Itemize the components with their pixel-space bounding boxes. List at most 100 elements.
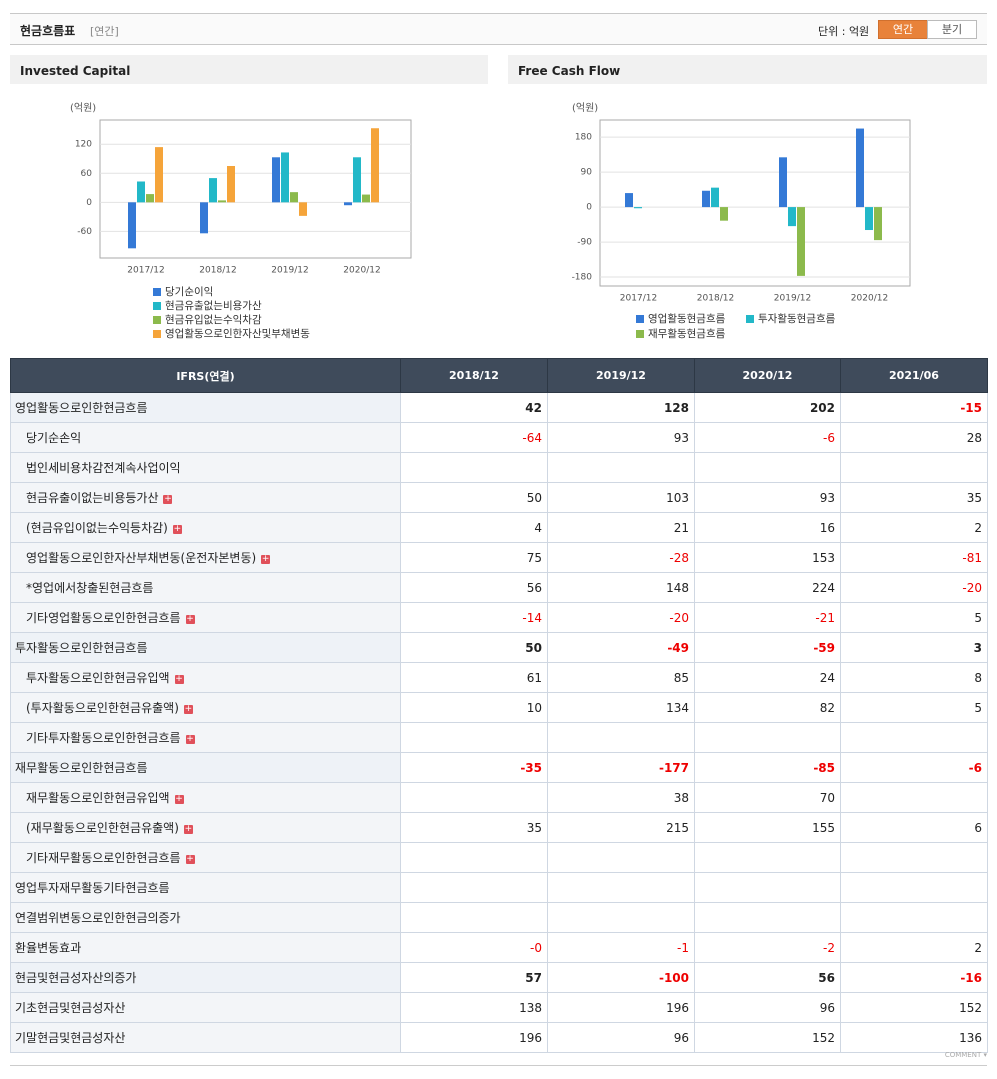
value-cell: 56: [400, 572, 548, 603]
value-cell: -6: [694, 422, 841, 453]
value-cell: [547, 722, 695, 753]
value-cell: [840, 452, 988, 483]
comment-link[interactable]: COMMENT: [944, 1051, 982, 1059]
expand-icon[interactable]: +: [183, 824, 193, 834]
value-cell: 21: [547, 512, 695, 543]
table-row: 재무활동으로인한현금유입액 +38 70: [10, 782, 988, 813]
value-cell: 10: [400, 692, 548, 723]
value-cell: 85: [547, 662, 695, 693]
expand-icon[interactable]: +: [163, 494, 173, 504]
row-label-cell: 기타영업활동으로인한현금흐름 +: [10, 602, 401, 633]
x-tick-label: 2017/12: [127, 266, 164, 276]
expand-icon[interactable]: +: [261, 554, 271, 564]
bar: [299, 202, 307, 216]
legend-swatch: [636, 315, 644, 323]
table-row: 현금유출이없는비용등가산 +50 103 93 35: [10, 482, 988, 513]
x-tick-label: 2020/12: [851, 294, 888, 304]
footer: COMMENT ▾: [10, 1051, 987, 1066]
y-tick-label: 90: [581, 168, 593, 178]
value-cell: -14: [400, 602, 548, 633]
column-header: 2019/12: [547, 358, 695, 393]
chart: (억원) -180 -90 0 90 180 2017/12 2018/12 2019/12 20…: [572, 102, 911, 340]
value-cell: 148: [547, 572, 695, 603]
value-cell: -49: [547, 632, 695, 663]
y-tick-label: -60: [77, 227, 92, 237]
expand-icon[interactable]: +: [183, 704, 193, 714]
table-row: 기말현금및현금성자산 196 96 152 136: [10, 1022, 988, 1053]
row-label-cell: 환율변동효과: [10, 932, 401, 963]
row-label-cell: 재무활동으로인한현금흐름: [10, 752, 401, 783]
expand-icon[interactable]: +: [185, 854, 195, 864]
value-cell: [547, 872, 695, 903]
chart-title: Free Cash Flow: [508, 55, 987, 84]
expand-icon[interactable]: +: [174, 674, 184, 684]
table-row: 기초현금및현금성자산 138 196 96 152: [10, 992, 988, 1023]
value-cell: [400, 872, 548, 903]
value-cell: -35: [400, 752, 548, 783]
legend-swatch: [636, 330, 644, 338]
row-label-cell: 당기순손익: [10, 422, 401, 453]
value-cell: 24: [694, 662, 841, 693]
chart-title: Invested Capital: [10, 55, 488, 84]
row-label: 법인세비용차감전계속사업이익: [26, 461, 181, 475]
value-cell: 5: [840, 602, 988, 633]
row-label: 현금유출이없는비용등가산: [26, 491, 159, 505]
bar: [634, 207, 642, 209]
legend-label: 영업활동으로인한자산및부채변동: [165, 327, 310, 340]
bar: [290, 192, 298, 203]
value-cell: 8: [840, 662, 988, 693]
table-row: 법인세비용차감전계속사업이익: [10, 452, 988, 483]
bar: [371, 128, 379, 203]
row-label-cell: 기타재무활동으로인한현금흐름 +: [10, 842, 401, 873]
expand-icon[interactable]: +: [172, 524, 182, 534]
row-label: 투자활동으로인한현금유입액: [26, 671, 170, 685]
row-label-cell: (투자활동으로인한현금유출액) +: [10, 692, 401, 723]
bar: [702, 190, 710, 208]
row-label-cell: 법인세비용차감전계속사업이익: [10, 452, 401, 483]
value-cell: 136: [840, 1022, 988, 1053]
row-label: 재무활동으로인한현금흐름: [15, 761, 148, 775]
row-label: 연결범위변동으로인한현금의증가: [15, 911, 181, 925]
table-row: (투자활동으로인한현금유출액) +10 134 82 5: [10, 692, 988, 723]
expand-icon[interactable]: +: [174, 794, 184, 804]
row-label: 기타영업활동으로인한현금흐름: [26, 611, 181, 625]
x-tick-label: 2018/12: [199, 266, 236, 276]
bar: [227, 166, 235, 203]
bar: [711, 187, 719, 208]
row-label-cell: 영업활동으로인한현금흐름: [10, 392, 401, 423]
expand-icon[interactable]: +: [185, 614, 195, 624]
bar: [281, 152, 289, 203]
table-row: 영업투자재무활동기타현금흐름: [10, 872, 988, 903]
y-tick-label: -180: [572, 273, 593, 283]
chart-panel: Free Cash Flow (억원) -180 -90 0 90 180 2017/12 2…: [508, 55, 987, 355]
y-tick-label: 0: [86, 198, 92, 208]
value-cell: [400, 842, 548, 873]
bar: [128, 202, 136, 249]
period-label: [연간]: [90, 25, 119, 38]
row-label-cell: 영업활동으로인한자산부채변동(운전자본변동) +: [10, 542, 401, 573]
row-label-cell: 현금유출이없는비용등가산 +: [10, 482, 401, 513]
table-row: 기타투자활동으로인한현금흐름 +: [10, 722, 988, 753]
value-cell: 224: [694, 572, 841, 603]
value-cell: 3: [840, 632, 988, 663]
table-row: (현금유입이없는수익등차감) +4 21 16 2: [10, 512, 988, 543]
expand-icon[interactable]: +: [185, 734, 195, 744]
value-cell: 38: [547, 782, 695, 813]
value-cell: 56: [694, 962, 841, 993]
y-tick-label: 120: [75, 140, 92, 150]
value-cell: 138: [400, 992, 548, 1023]
value-cell: [694, 842, 841, 873]
value-cell: -16: [840, 962, 988, 993]
y-tick-label: 0: [586, 203, 592, 213]
value-cell: -0: [400, 932, 548, 963]
table-row: 연결범위변동으로인한현금의증가: [10, 902, 988, 933]
bar: [353, 157, 361, 203]
value-cell: 103: [547, 482, 695, 513]
table-row: 투자활동으로인한현금흐름 50 -49 -59 3: [10, 632, 988, 663]
value-cell: 35: [840, 482, 988, 513]
quarter-button[interactable]: 분기: [927, 20, 977, 39]
value-cell: -2: [694, 932, 841, 963]
column-header: 2018/12: [400, 358, 548, 393]
annual-button[interactable]: 연간: [878, 20, 928, 39]
value-cell: -20: [547, 602, 695, 633]
